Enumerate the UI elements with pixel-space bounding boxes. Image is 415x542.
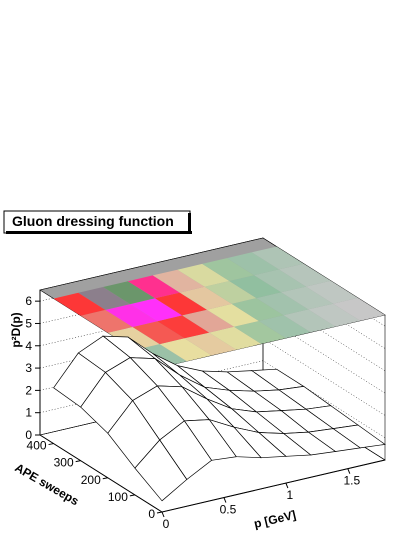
contour-cell [184,332,237,356]
contour-cell [206,303,259,327]
contour-cell [229,275,282,299]
z-tick-label: 3 [25,361,32,375]
contour-cell [202,258,255,281]
contour-cell [53,292,106,316]
z-tick-label: 6 [25,294,32,308]
contour-cell [152,269,205,293]
tick-mark [129,494,135,497]
contour-cell [281,286,334,310]
tick-mark [156,511,163,514]
contour-cell [251,246,304,270]
contour-cell [308,303,361,327]
tick-mark [75,460,81,463]
contour-cell [159,338,212,362]
contour-cell [278,263,331,287]
z-tick-label: 1 [25,406,32,420]
contour-cell [103,281,155,305]
y-tick-label: 300 [54,456,74,470]
z-tick-label: 4 [25,339,32,353]
contour-cell [132,321,185,345]
contour-cell [78,287,131,310]
contour-projection [39,237,386,368]
y-tick-label: 400 [27,439,47,453]
chart-title: Gluon dressing function [12,213,174,229]
plot: 0 1 2 3 4 5 6 0 0.5 1 1.5 0 100 200 300 400 [25,237,386,531]
contour-cell [107,327,160,350]
contour-cell [179,286,232,310]
tick-mark [285,482,289,489]
y-axis [39,434,163,513]
x-tick-label: 1.5 [343,474,360,488]
contour-cell [134,344,187,367]
contour-cell [283,309,336,333]
contour-cell [157,315,210,339]
x-tick-label: 0 [163,517,170,531]
surface-cell [134,439,188,502]
contour-cell [231,298,284,321]
contour-cell [333,297,385,321]
z-tick-label: 5 [25,316,32,330]
tick-mark [102,477,108,480]
z-axis-label: p²D(p) [9,312,23,347]
y-tick-label: 0 [148,507,155,521]
title-shadow [6,231,192,234]
contour-cell [256,292,309,316]
contour-cell [127,275,180,299]
tick-mark [48,443,54,446]
x-tick-label: 1 [287,488,294,502]
contour-cell [105,304,158,327]
contour-cell [234,321,286,344]
contour-cell [254,269,306,293]
contour-cell [182,309,234,333]
title-shadow [188,213,191,234]
z-tick-label: 0 [25,428,32,442]
x-tick-label: 0.5 [220,503,237,517]
contour-cell [227,252,279,276]
tick-mark [161,511,165,518]
z-tick-label: 2 [25,383,32,397]
contour-cell [204,281,257,304]
contour-cell [155,292,207,316]
contour-cell [80,309,133,333]
contour-cell [130,298,183,322]
x-axis-label: p [GeV] [253,508,298,531]
contour-cell [209,326,262,350]
tick-mark [223,497,227,503]
grid-line [39,360,386,438]
contour-cell [258,315,311,339]
tick-mark [347,468,351,474]
y-tick-label: 200 [81,473,101,487]
contour-cell [177,263,230,287]
contour-cell [306,280,358,304]
y-tick-label: 100 [108,490,128,504]
